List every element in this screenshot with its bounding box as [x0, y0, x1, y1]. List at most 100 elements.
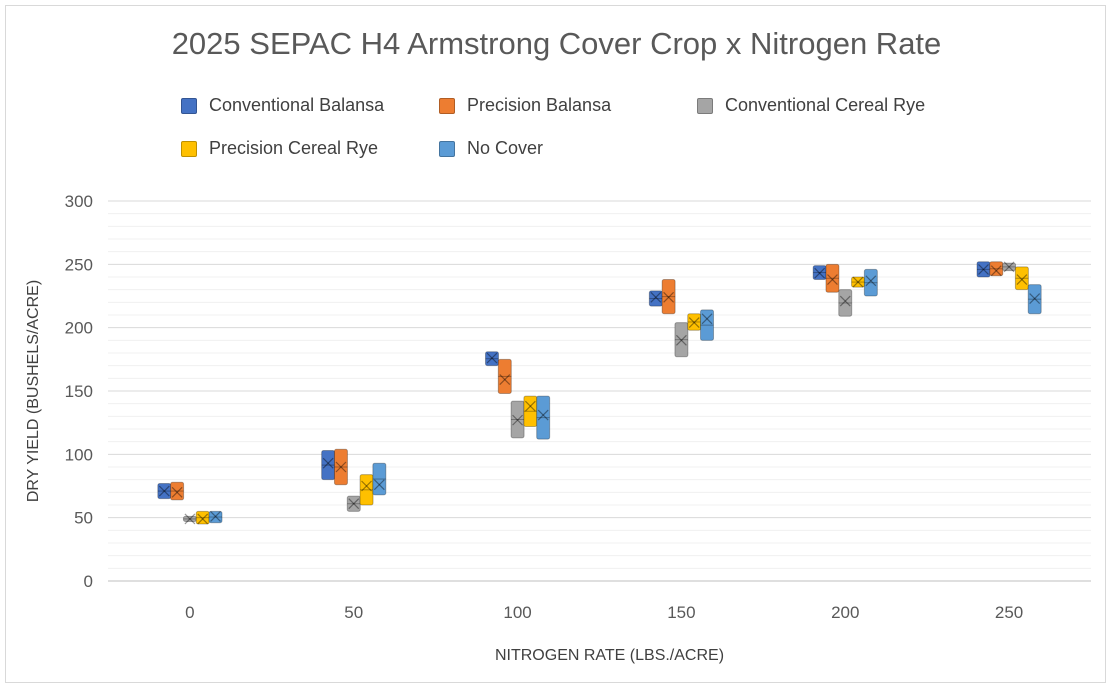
box-rect	[372, 462, 387, 496]
legend-label: Precision Cereal Rye	[209, 138, 379, 158]
mean-marker	[210, 510, 221, 522]
x-tick-label: 100	[503, 603, 531, 622]
mean-marker	[184, 513, 196, 525]
box-rect	[661, 279, 676, 315]
mean-marker	[675, 334, 687, 346]
y-tick-label: 0	[84, 572, 93, 591]
mean-marker	[650, 291, 662, 303]
mean-marker	[499, 374, 511, 386]
mean-marker	[524, 400, 536, 412]
mean-marker	[499, 374, 511, 386]
box-rect	[208, 510, 223, 524]
chart-frame	[5, 5, 1106, 683]
box-rect	[674, 322, 689, 358]
box-rect	[838, 289, 853, 317]
box-precision-balansa-250	[989, 261, 1004, 277]
x-tick-label: 50	[344, 603, 363, 622]
box-rect	[863, 268, 878, 297]
box-conventional-cereal-rye-250	[1002, 261, 1017, 273]
box-precision-cereal-rye-150	[687, 313, 702, 331]
legend-item: Precision Balansa	[439, 95, 611, 116]
mean-marker	[171, 486, 183, 498]
x-tick-label: 250	[995, 603, 1023, 622]
legend-swatch	[181, 97, 197, 114]
box-rect	[170, 481, 185, 501]
box-precision-cereal-rye-0	[195, 510, 210, 525]
x-tick-label: 150	[667, 603, 695, 622]
mean-marker	[1016, 274, 1028, 285]
y-tick-label: 50	[74, 509, 93, 528]
box-conventional-balansa-0	[157, 482, 172, 500]
mean-marker	[852, 276, 864, 288]
mean-marker	[335, 461, 347, 473]
mean-marker	[990, 265, 1002, 277]
mean-marker	[537, 409, 549, 421]
box-precision-cereal-rye-50	[359, 474, 374, 506]
mean-marker	[827, 274, 838, 285]
mean-marker	[839, 295, 851, 307]
box-no-cover-50	[372, 462, 387, 496]
box-conventional-cereal-rye-150	[674, 322, 689, 358]
box-rect	[497, 358, 512, 395]
box-conventional-balansa-100	[484, 351, 499, 367]
mean-marker	[1003, 261, 1015, 273]
mean-marker	[865, 275, 877, 287]
mean-marker	[158, 485, 170, 497]
y-tick-label: 100	[65, 445, 93, 464]
mean-marker	[814, 267, 826, 279]
y-tick-label: 200	[65, 319, 93, 338]
mean-marker	[486, 352, 498, 364]
mean-marker	[171, 486, 183, 498]
x-tick-label: 200	[831, 603, 859, 622]
mean-marker	[184, 513, 196, 525]
mean-marker	[524, 400, 536, 412]
y-tick-label: 300	[65, 192, 93, 211]
mean-marker	[865, 275, 877, 287]
mean-marker	[512, 414, 524, 426]
box-precision-balansa-200	[825, 263, 840, 293]
box-precision-cereal-rye-250	[1014, 266, 1029, 291]
mean-marker	[701, 313, 713, 325]
mean-marker	[361, 480, 372, 492]
mean-marker	[197, 513, 209, 525]
box-rect	[484, 351, 499, 367]
legend-swatch	[697, 97, 713, 114]
legend-item: Conventional Balansa	[181, 95, 384, 116]
mean-marker	[348, 498, 360, 510]
legend-label: No Cover	[467, 138, 544, 158]
box-rect	[333, 448, 348, 486]
x-tick-label: 0	[185, 603, 194, 622]
mean-marker	[675, 334, 687, 346]
mean-marker	[839, 295, 851, 307]
legend-swatch	[439, 140, 455, 157]
mean-marker	[197, 513, 209, 525]
mean-marker	[852, 276, 864, 288]
mean-marker	[701, 313, 713, 325]
box-conventional-balansa-250	[976, 261, 991, 278]
box-no-cover-150	[700, 309, 715, 341]
box-conventional-balansa-200	[812, 265, 827, 281]
legend-item: No Cover	[439, 138, 543, 159]
box-precision-balansa-150	[661, 279, 676, 315]
mean-marker	[348, 498, 360, 510]
mean-marker	[322, 457, 334, 469]
box-no-cover-250	[1027, 284, 1042, 315]
box-conventional-cereal-rye-0	[182, 513, 197, 525]
box-rect	[1002, 262, 1017, 272]
mean-marker	[827, 274, 838, 285]
box-rect	[1014, 266, 1029, 291]
box-rect	[1027, 284, 1042, 315]
legend-label: Precision Balansa	[467, 95, 612, 115]
mean-marker	[978, 263, 989, 275]
mean-marker	[537, 409, 549, 421]
mean-marker	[158, 485, 170, 497]
mean-marker	[1029, 293, 1041, 304]
mean-marker	[688, 317, 700, 329]
mean-marker	[486, 352, 498, 364]
legend-item: Conventional Cereal Rye	[697, 95, 925, 116]
box-conventional-cereal-rye-100	[510, 400, 525, 439]
box-precision-balansa-0	[170, 481, 185, 501]
x-axis-title: NITROGEN RATE (LBS./ACRE)	[495, 647, 724, 664]
box-no-cover-100	[536, 395, 551, 440]
